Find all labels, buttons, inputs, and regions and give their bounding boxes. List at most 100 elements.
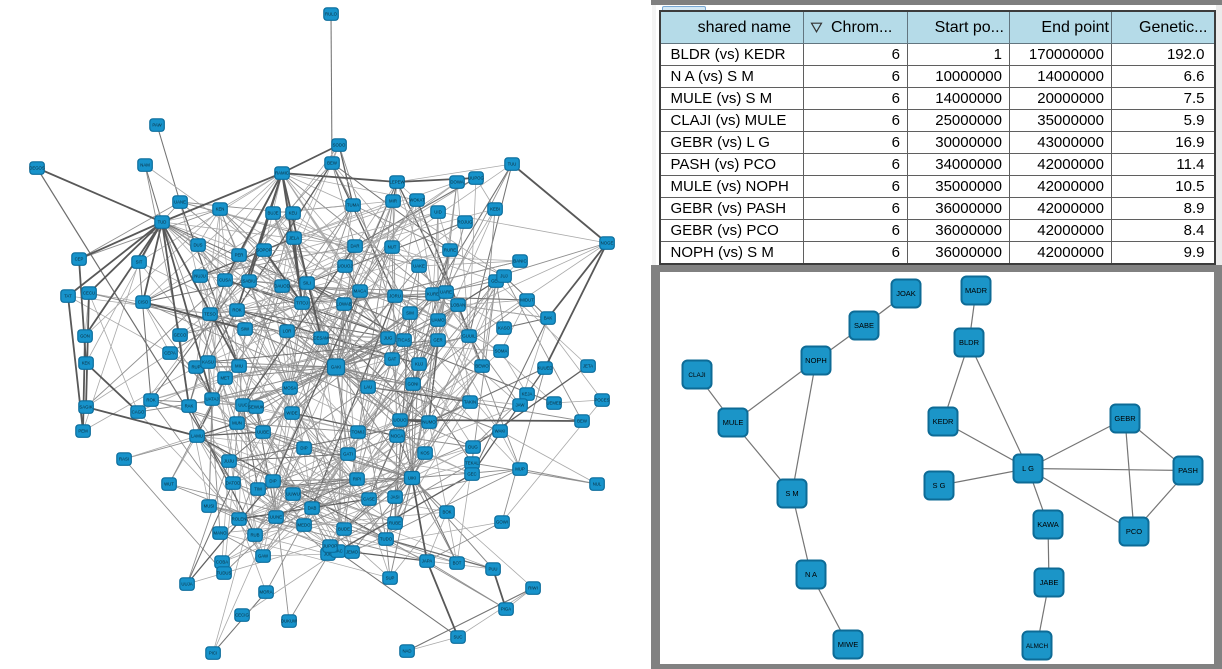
svg-text:DUS: DUS [193,243,202,248]
svg-text:SUP: SUP [386,576,395,581]
svg-text:DEGOS: DEGOS [29,166,45,171]
svg-text:SEWUK: SEWUK [248,405,264,410]
svg-text:LOBAN: LOBAN [451,303,466,308]
svg-text:NOCA: NOCA [391,434,404,439]
svg-text:KAWA: KAWA [1037,520,1059,529]
svg-text:NOPH: NOPH [805,356,827,365]
svg-text:JUJU: JUJU [224,459,235,464]
svg-text:ROK: ROK [146,398,155,403]
svg-text:SABE: SABE [854,321,874,330]
svg-text:GEBR: GEBR [1114,414,1136,423]
svg-text:RAK: RAK [185,404,194,409]
svg-text:PIGA: PIGA [501,607,511,612]
svg-text:TUD: TUD [158,220,167,225]
svg-text:CEP: CEP [75,257,84,262]
svg-text:UUWU: UUWU [286,492,299,497]
svg-text:GECO: GECO [174,333,187,338]
svg-text:UIKI: UIKI [408,476,416,481]
svg-text:MORA: MORA [260,590,273,595]
svg-text:NUJU: NUJU [194,274,205,279]
svg-text:NAM: NAM [140,163,150,168]
svg-text:GAKI: GAKI [331,365,341,370]
svg-text:S M: S M [785,489,798,498]
svg-text:SIM: SIM [406,311,414,316]
svg-text:KURE: KURE [427,292,439,297]
svg-text:JORU: JORU [389,294,401,299]
svg-text:SABIU: SABIU [243,279,256,284]
svg-text:MUN: MUN [232,421,242,426]
svg-text:DATOD: DATOD [226,481,241,486]
svg-text:GAW: GAW [258,554,269,559]
svg-text:CESAM: CESAM [313,336,329,341]
svg-text:KEK: KEK [82,361,91,366]
svg-text:DOWA: DOWA [450,180,463,185]
svg-text:ALMCH: ALMCH [1026,643,1048,650]
svg-text:CUSA: CUSA [219,278,231,283]
svg-text:JELA: JELA [289,236,299,241]
svg-text:DAR: DAR [350,244,359,249]
svg-text:GATI: GATI [343,452,353,457]
svg-text:GONI: GONI [408,382,419,387]
svg-text:TUDUS: TUDUS [217,571,232,576]
svg-text:KUUED: KUUED [537,366,552,371]
svg-text:RAMIC: RAMIC [275,171,289,176]
svg-text:JOAK: JOAK [896,289,916,298]
svg-text:PUU: PUU [488,567,497,572]
svg-text:TUU: TUU [508,162,517,167]
svg-text:ROLEN: ROLEN [232,517,247,522]
svg-text:RUB: RUB [250,533,259,538]
svg-text:WIDE: WIDE [286,411,297,416]
svg-text:MIWE: MIWE [838,640,858,649]
svg-text:POCES: POCES [594,398,609,403]
svg-text:TAT: TAT [64,294,72,299]
svg-text:RUBE: RUBE [389,521,401,526]
svg-text:PICI: PICI [209,651,217,656]
svg-text:TICAS: TICAS [398,338,411,343]
svg-text:DUG: DUG [468,445,478,450]
svg-text:JEMO: JEMO [346,550,359,555]
svg-text:NOGE: NOGE [601,241,614,246]
svg-text:PASH: PASH [1178,466,1198,475]
svg-text:MIU: MIU [235,364,243,369]
svg-text:JUJ: JUJ [500,274,507,279]
svg-text:BEWO: BEWO [475,364,489,369]
svg-text:PEM: PEM [78,429,88,434]
svg-text:CECIG: CECIG [235,613,249,618]
svg-text:JASI: JASI [390,495,399,500]
svg-text:TAKIN: TAKIN [464,400,476,405]
svg-text:PER: PER [235,253,244,258]
svg-text:GOWI: GOWI [496,520,508,525]
svg-text:L G: L G [1022,464,1034,473]
svg-text:UUJA: UUJA [181,582,192,587]
svg-text:KASU: KASU [202,360,214,365]
svg-text:MIR: MIR [389,199,397,204]
svg-text:GON: GON [80,334,90,339]
svg-text:UID: UID [434,210,441,215]
svg-text:RIPI: RIPI [353,477,361,482]
svg-text:DAUOD: DAUOD [274,284,290,289]
svg-text:UUBE: UUBE [257,430,269,435]
svg-text:JOB: JOB [324,552,332,557]
svg-text:TUMA: TUMA [347,203,359,208]
svg-text:SOPOP: SOPOP [256,248,271,253]
svg-text:NUMO: NUMO [422,420,436,425]
svg-text:PCO: PCO [1126,527,1142,536]
svg-text:SILI: SILI [303,281,311,286]
svg-text:TUDO: TUDO [380,537,393,542]
svg-text:KEN: KEN [216,207,225,212]
svg-text:NAD: NAD [402,649,411,654]
svg-text:MOSA: MOSA [284,386,297,391]
svg-text:MULE: MULE [723,418,744,427]
svg-text:CEPA: CEPA [164,351,176,356]
svg-text:KEJA: KEJA [522,392,533,397]
svg-text:TESO: TESO [204,312,216,317]
svg-text:PAW: PAW [152,123,162,128]
svg-text:TITOJ: TITOJ [296,301,308,306]
svg-text:MADR: MADR [965,286,988,295]
svg-text:SAGIK: SAGIK [79,405,92,410]
svg-text:BAK: BAK [544,316,553,321]
svg-text:UUNE: UUNE [270,515,282,520]
svg-text:UANE: UANE [174,200,186,205]
svg-text:NUT: NUT [388,245,397,250]
svg-text:CLAJI: CLAJI [688,372,705,379]
